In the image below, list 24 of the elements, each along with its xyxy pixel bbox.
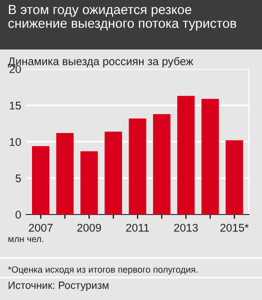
- bar: [153, 114, 170, 214]
- y-tick-label: 0: [16, 210, 21, 219]
- bar: [177, 96, 195, 214]
- chart-title: В этом году ожидается резкое снижение выездного потока туристов: [8, 4, 236, 31]
- bar: [104, 132, 122, 214]
- bar: [201, 98, 219, 214]
- bar: [226, 140, 244, 214]
- bar: [32, 146, 50, 214]
- bar: [80, 151, 98, 214]
- x-tick-label: 2007: [28, 224, 53, 232]
- x-tick-label: 2015*: [220, 224, 249, 232]
- y-tick-label: 10: [10, 138, 21, 146]
- x-tick-label: 2011: [126, 224, 149, 232]
- chart-subtitle: Динамика выезда россиян за рубеж: [8, 57, 194, 68]
- text: Источник: Ростуризм: [8, 282, 108, 291]
- y-tick-label: 20: [10, 65, 21, 74]
- bar: [128, 118, 146, 214]
- y-axis-title: млн чел.: [8, 237, 44, 242]
- x-tick-label: 2009: [77, 224, 101, 232]
- y-tick-label: 15: [10, 102, 21, 110]
- text: *Оценка исходя из итогов первого полугодия.: [8, 266, 198, 274]
- y-tick-label: 5: [16, 174, 21, 182]
- x-tick-label: 2013: [174, 224, 198, 232]
- bar: [56, 133, 74, 214]
